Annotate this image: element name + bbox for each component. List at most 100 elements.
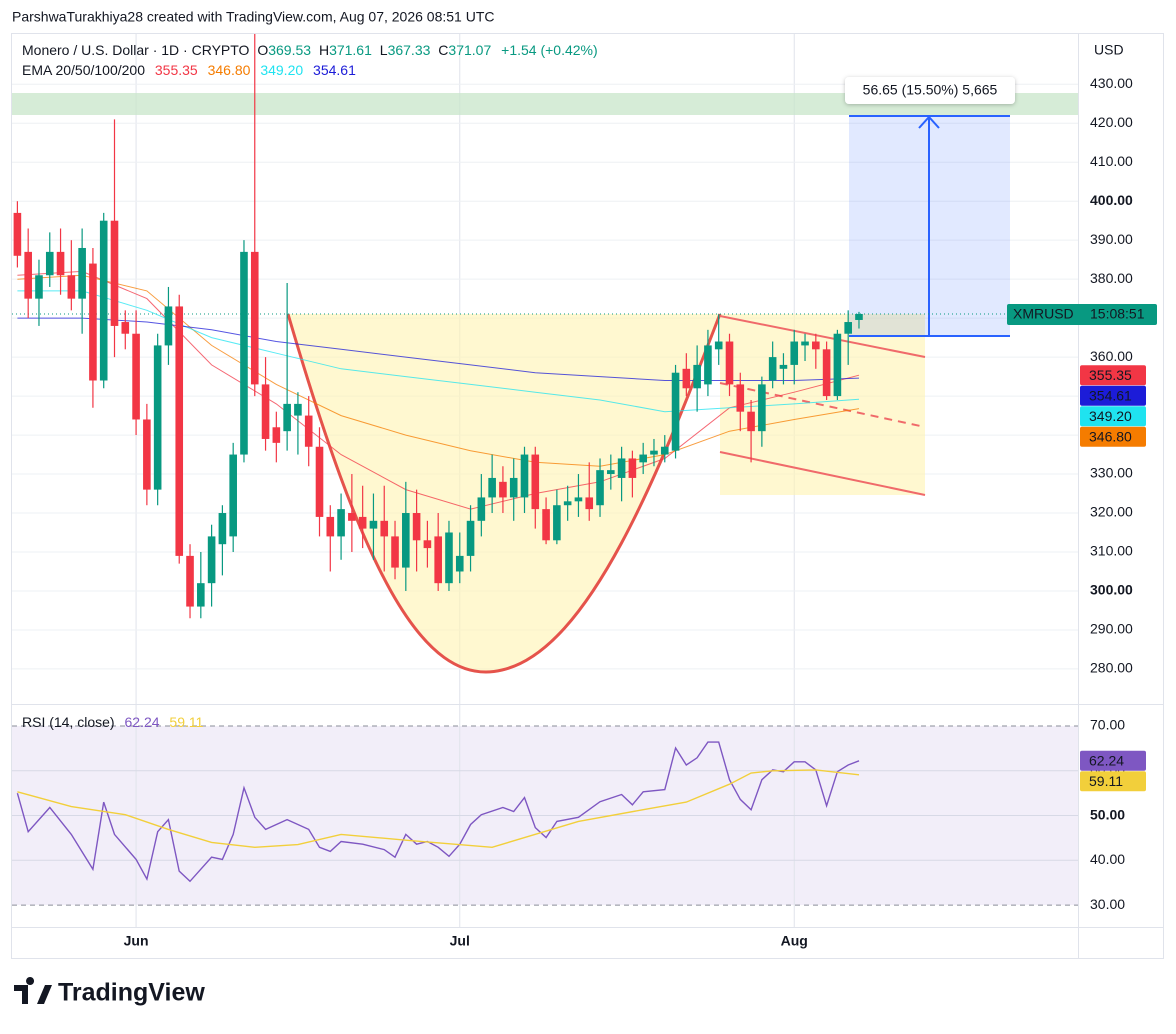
candle-body [121,322,130,334]
candle-body [348,513,356,521]
value-tag-box [1080,771,1146,792]
candle-body [153,345,162,490]
candle-body [402,513,410,568]
value-tag: 355.35 [1089,367,1132,383]
x-tick-label: Aug [781,933,808,949]
symbol-tag: XMRUSD [1013,306,1074,322]
candle-body [596,470,604,506]
candle-body [164,306,173,346]
candle-body [380,520,389,537]
candle-body [315,446,324,517]
candle-body [531,454,540,510]
resistance-zone [12,93,1078,115]
y-tick-label: 310.00 [1090,543,1133,559]
candle-body [574,497,583,502]
candle-body [207,536,216,584]
candle-body [585,497,594,510]
c-value: 371.07 [448,42,491,58]
candle-body [563,501,572,506]
flag-mid [719,382,926,428]
symbol-legend: Monero / U.S. Dollar · 1D · CRYPTO O369.… [22,42,598,58]
candle-body [143,419,151,490]
rsi-tick-label: 50.00 [1090,806,1125,822]
y-tick-label: 390.00 [1090,231,1133,247]
candle-body [326,516,335,537]
rsi-ma-line [17,769,860,849]
candle-body [240,251,248,455]
brand-logo [14,977,52,1004]
candle-body [89,263,97,381]
ema-value: 349.20 [260,62,303,78]
credit: ParshwaTurakhiya28 created with TradingV… [12,9,495,25]
candle-body [639,454,647,463]
ema-value: 355.35 [155,62,198,78]
candle-body [628,458,637,478]
candle-body [542,509,550,541]
candle-body [304,415,313,447]
axis-labels: Jun Jul Aug 280.00 290.00 300.00 310.00 320.00 3… [124,75,1157,949]
y-tick-label: 380.00 [1090,270,1133,286]
value-tag: 62.24 [1089,752,1124,768]
candle-body [682,368,691,389]
rsi-ma-value: 59.11 [169,714,203,730]
candle-body [45,251,54,276]
ema-line [17,317,860,381]
drawings [12,93,1078,674]
candle-body [272,427,281,443]
value-tag: 59.11 [1089,773,1123,789]
value-tag: 346.80 [1089,428,1132,444]
value-tag-box [1080,750,1146,771]
candle-body [283,403,291,432]
candle-body [499,481,507,498]
candle-body [13,212,22,256]
x-tick-label: Jun [124,933,149,949]
y-tick-label: 330.00 [1090,465,1133,481]
y-tick-label: 300.00 [1090,582,1133,598]
candle-body [704,345,712,385]
candle-body [477,497,486,521]
candle-body [78,247,86,299]
chart-frame [11,33,1164,959]
y-tick-label: 290.00 [1090,621,1133,637]
o-value: 369.53 [268,42,311,58]
candle-body [434,536,442,584]
y-tick-label: 420.00 [1090,114,1133,130]
candle-body [822,349,831,397]
price-series [13,34,863,619]
candle-body [650,450,658,455]
change: +1.54 (+0.42%) [501,42,598,58]
candle-body [197,583,205,607]
candle-body [369,520,378,529]
y-tick-label: 430.00 [1090,75,1133,91]
rsi-title: RSI (14, close) [22,714,115,730]
brand-name: TradingView [58,979,205,1007]
candle-body [391,536,399,568]
candle-body [660,446,669,455]
candle-body [250,251,259,385]
candle-body [736,384,745,412]
measure-box [845,77,1015,104]
h-value: 371.61 [329,42,372,58]
candle-body [455,555,464,572]
candle-body [412,513,421,541]
candle-body [175,306,184,556]
candle-body [466,520,475,556]
candle-body [714,341,723,350]
brand: TradingView [14,977,205,1007]
value-tag-box [1080,406,1146,427]
measure-text: 56.65 (15.50%) 5,665 [863,82,998,98]
l-key: L [380,42,388,58]
candle-body [520,454,529,498]
arrow-head [918,115,940,129]
rsi-series [16,741,860,883]
candle-body [553,505,561,541]
candle-body [758,384,766,432]
y-tick-label: 320.00 [1090,504,1133,520]
candle-body [855,313,863,320]
ema-line [17,270,860,510]
value-tag-box [1080,385,1146,406]
rsi-legend: RSI (14, close) 62.24 59.11 [22,714,204,730]
y-tick-label: 360.00 [1090,348,1133,364]
y-tick-label: 280.00 [1090,660,1133,676]
